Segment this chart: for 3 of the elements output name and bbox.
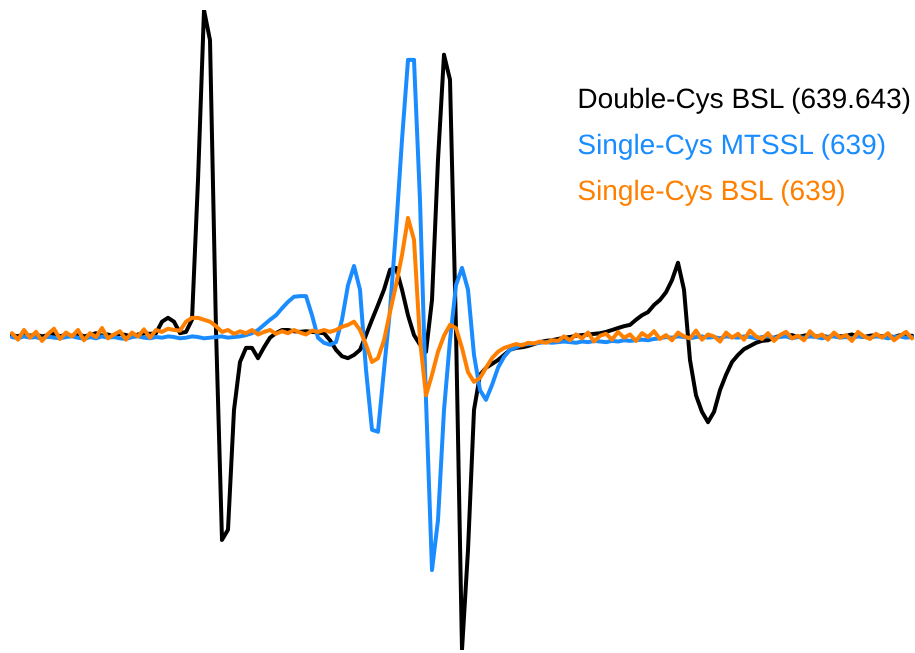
text: Double-Cys BSL (639.643): [577, 82, 911, 116]
text: Single-Cys BSL (639): [577, 174, 847, 208]
text: Single-Cys MTSSL (639): [577, 128, 888, 162]
